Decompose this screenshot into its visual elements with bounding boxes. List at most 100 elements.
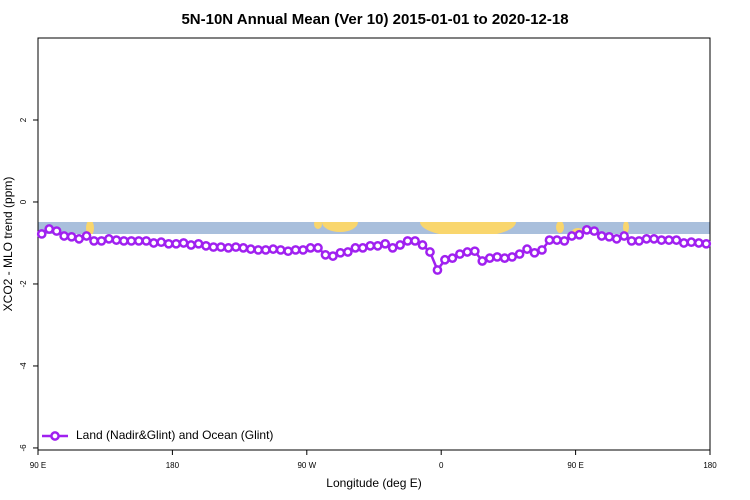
data-point: [484, 253, 495, 263]
data-point: [455, 249, 465, 259]
data-point: [693, 238, 704, 248]
data-point: [208, 242, 219, 252]
data-point: [589, 226, 600, 236]
x-tick-label: 180: [166, 461, 180, 470]
data-point: [432, 265, 443, 275]
data-point: [462, 247, 473, 257]
x-axis-label: Longitude (deg E): [326, 476, 421, 490]
data-point: [231, 242, 241, 252]
data-point: [216, 242, 226, 252]
data-point: [298, 245, 308, 255]
data-point: [649, 234, 659, 244]
data-point: [701, 238, 712, 249]
data-point: [133, 236, 144, 246]
data-point: [141, 236, 152, 246]
data-point: [163, 238, 174, 249]
data-point: [529, 247, 540, 258]
data-point: [387, 243, 398, 253]
data-point: [119, 236, 129, 246]
y-tick-label: 2: [19, 117, 28, 122]
legend-marker: [50, 431, 60, 441]
data-point: [372, 240, 383, 251]
data-point: [81, 231, 92, 241]
data-point: [148, 238, 159, 248]
y-tick-label: -2: [19, 280, 28, 288]
data-point: [268, 244, 279, 254]
data-point: [581, 225, 592, 235]
x-tick-label: 90 E: [567, 461, 583, 470]
data-point: [559, 236, 570, 246]
data-point: [335, 247, 346, 258]
data-point: [447, 253, 458, 263]
data-point: [567, 231, 577, 241]
data-point: [514, 249, 525, 259]
data-point: [156, 237, 167, 248]
data-point: [619, 231, 629, 241]
data-point: [425, 247, 435, 257]
data-point: [171, 238, 181, 249]
data-point: [365, 240, 376, 251]
data-point: [544, 235, 555, 245]
y-tick-label: -6: [19, 444, 28, 452]
data-point: [253, 245, 264, 255]
data-point: [343, 247, 353, 257]
data-point: [245, 244, 256, 254]
data-point: [537, 245, 547, 255]
data-point: [328, 251, 338, 261]
x-tick-label: 180: [703, 461, 717, 470]
data-point: [664, 235, 674, 245]
data-point: [596, 231, 607, 241]
data-point: [350, 243, 361, 253]
data-point: [492, 252, 503, 262]
data-point: [679, 238, 689, 248]
data-point: [223, 243, 234, 253]
data-point: [499, 253, 510, 263]
legend-label: Land (Nadir&Glint) and Ocean (Glint): [76, 428, 273, 442]
data-point: [313, 243, 323, 253]
y-tick-label: 0: [19, 199, 28, 204]
data-point: [380, 238, 391, 249]
chart-title: 5N-10N Annual Mean (Ver 10) 2015-01-01 t…: [181, 11, 568, 28]
data-point: [410, 236, 420, 246]
data-point: [574, 229, 585, 240]
data-point: [626, 236, 637, 246]
data-point: [320, 250, 331, 260]
data-point: [186, 240, 196, 250]
y-axis-label: XCO2 - MLO trend (ppm): [1, 177, 15, 312]
data-point: [656, 235, 667, 245]
data-point: [283, 246, 293, 257]
data-point: [238, 243, 249, 253]
data-point: [402, 236, 413, 246]
data-point: [686, 237, 697, 248]
data-point: [74, 234, 84, 244]
data-point: [66, 231, 77, 242]
x-tick-label: 0: [439, 461, 444, 470]
data-point: [634, 236, 644, 246]
data-point: [193, 238, 204, 249]
data-point: [440, 254, 450, 265]
data-point: [671, 235, 682, 245]
data-point: [522, 244, 532, 254]
data-point: [357, 243, 368, 253]
data-point: [111, 235, 122, 245]
data-point: [126, 236, 137, 246]
data-point: [290, 245, 301, 255]
data-point: [604, 231, 615, 242]
data-point: [36, 229, 47, 239]
data-point: [469, 246, 480, 257]
data-point: [477, 256, 488, 266]
data-point: [178, 238, 189, 248]
data-point: [96, 236, 107, 246]
data-point: [611, 234, 622, 244]
data-point: [417, 240, 428, 250]
data-point: [395, 240, 405, 250]
data-point: [641, 234, 652, 244]
data-point: [552, 235, 562, 245]
data-point: [89, 236, 99, 246]
data-point: [305, 243, 316, 253]
data-point: [260, 245, 271, 255]
data-point: [201, 240, 211, 251]
y-tick-label: -4: [19, 362, 28, 370]
